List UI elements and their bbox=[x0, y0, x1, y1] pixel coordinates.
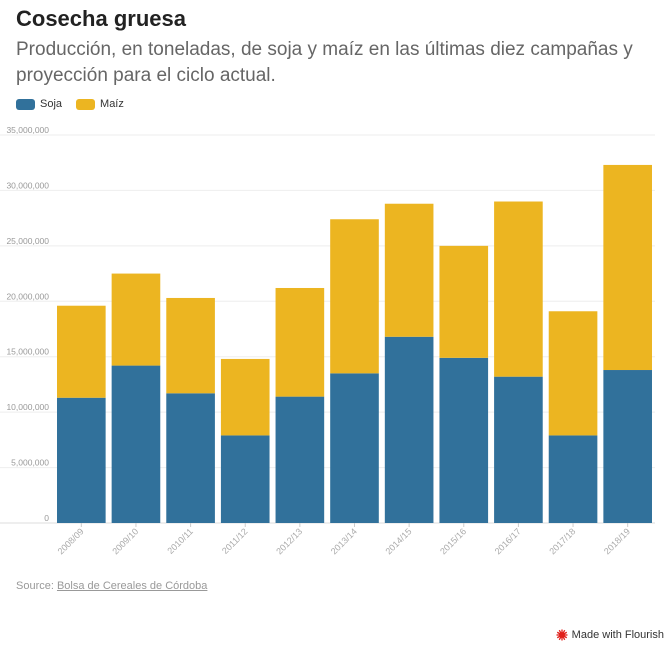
bar-soja-2013-14[interactable] bbox=[330, 373, 379, 523]
x-tick-label: 2017/18 bbox=[547, 526, 577, 556]
chart-subtitle: Producción, en toneladas, de soja y maíz… bbox=[16, 39, 633, 86]
source-link[interactable]: Bolsa de Cereales de Córdoba bbox=[56, 580, 208, 592]
bar-maz-2015-16[interactable] bbox=[439, 245, 489, 358]
y-tick-label: 15,000,000 bbox=[6, 347, 49, 357]
y-tick-label: 5,000,000 bbox=[11, 458, 49, 468]
y-tick-label: 30,000,000 bbox=[6, 180, 49, 190]
legend-swatch-soja bbox=[16, 98, 35, 110]
bar-maz-2014-15[interactable] bbox=[384, 203, 434, 337]
bar-maz-2016-17[interactable] bbox=[494, 201, 543, 377]
bar-soja-2018-19[interactable] bbox=[603, 370, 652, 523]
source-prefix: Source: bbox=[16, 580, 57, 592]
chart-title: Cosecha gruesa bbox=[16, 6, 186, 31]
y-tick-label: 0 bbox=[44, 513, 49, 523]
y-tick-label: 25,000,000 bbox=[6, 236, 49, 246]
bar-soja-2009-10[interactable] bbox=[111, 365, 161, 523]
bar-soja-2008-09[interactable] bbox=[57, 397, 106, 523]
bar-maz-2018-19[interactable] bbox=[603, 164, 652, 371]
legend-swatch-maiz bbox=[76, 98, 96, 110]
bar-maz-2013-14[interactable] bbox=[330, 219, 379, 374]
bar-maz-2012-13[interactable] bbox=[275, 287, 325, 397]
x-tick-label: 2008/09 bbox=[56, 526, 86, 556]
x-tick-label: 2009/10 bbox=[110, 526, 140, 556]
bar-soja-2012-13[interactable] bbox=[275, 396, 325, 523]
x-tick-label: 2018/19 bbox=[602, 526, 632, 556]
source-note: Source: Bolsa de Cereales de Córdoba bbox=[16, 580, 207, 592]
bar-soja-2017-18[interactable] bbox=[548, 435, 598, 523]
legend-label-soja: Soja bbox=[40, 98, 63, 110]
x-tick-label: 2015/16 bbox=[438, 526, 468, 556]
bar-maz-2009-10[interactable] bbox=[111, 273, 161, 366]
y-tick-label: 35,000,000 bbox=[6, 125, 49, 135]
stacked-bar-chart: 0 5,000,000 10,000,000 15,000,000 20,000,000… bbox=[0, 125, 655, 556]
y-tick-label: 20,000,000 bbox=[6, 291, 49, 301]
bar-soja-2014-15[interactable] bbox=[384, 336, 434, 523]
legend-item-maiz[interactable]: Maíz bbox=[76, 98, 124, 110]
x-tick-label: 2010/11 bbox=[165, 526, 195, 556]
x-tick-label: 2016/17 bbox=[493, 526, 523, 556]
legend: Soja Maíz bbox=[16, 98, 124, 110]
bar-soja-2015-16[interactable] bbox=[439, 357, 489, 523]
flourish-credit[interactable]: Made with Flourish bbox=[556, 629, 664, 641]
y-tick-label: 10,000,000 bbox=[6, 402, 49, 412]
flourish-label: Made with Flourish bbox=[571, 629, 664, 641]
flourish-logo-icon bbox=[556, 629, 568, 641]
bar-maz-2008-09[interactable] bbox=[57, 305, 106, 398]
x-tick-label: 2014/15 bbox=[383, 526, 413, 556]
bar-soja-2010-11[interactable] bbox=[166, 393, 215, 523]
bar-maz-2017-18[interactable] bbox=[548, 311, 598, 436]
bar-maz-2011-12[interactable] bbox=[220, 358, 270, 436]
bar-soja-2011-12[interactable] bbox=[220, 435, 270, 523]
legend-label-maiz: Maíz bbox=[100, 98, 124, 110]
bar-soja-2016-17[interactable] bbox=[494, 376, 543, 523]
x-tick-label: 2013/14 bbox=[329, 526, 359, 556]
x-tick-label: 2012/13 bbox=[274, 526, 304, 556]
x-tick-label: 2011/12 bbox=[220, 526, 250, 556]
bar-maz-2010-11[interactable] bbox=[166, 297, 215, 394]
legend-item-soja[interactable]: Soja bbox=[16, 98, 62, 110]
